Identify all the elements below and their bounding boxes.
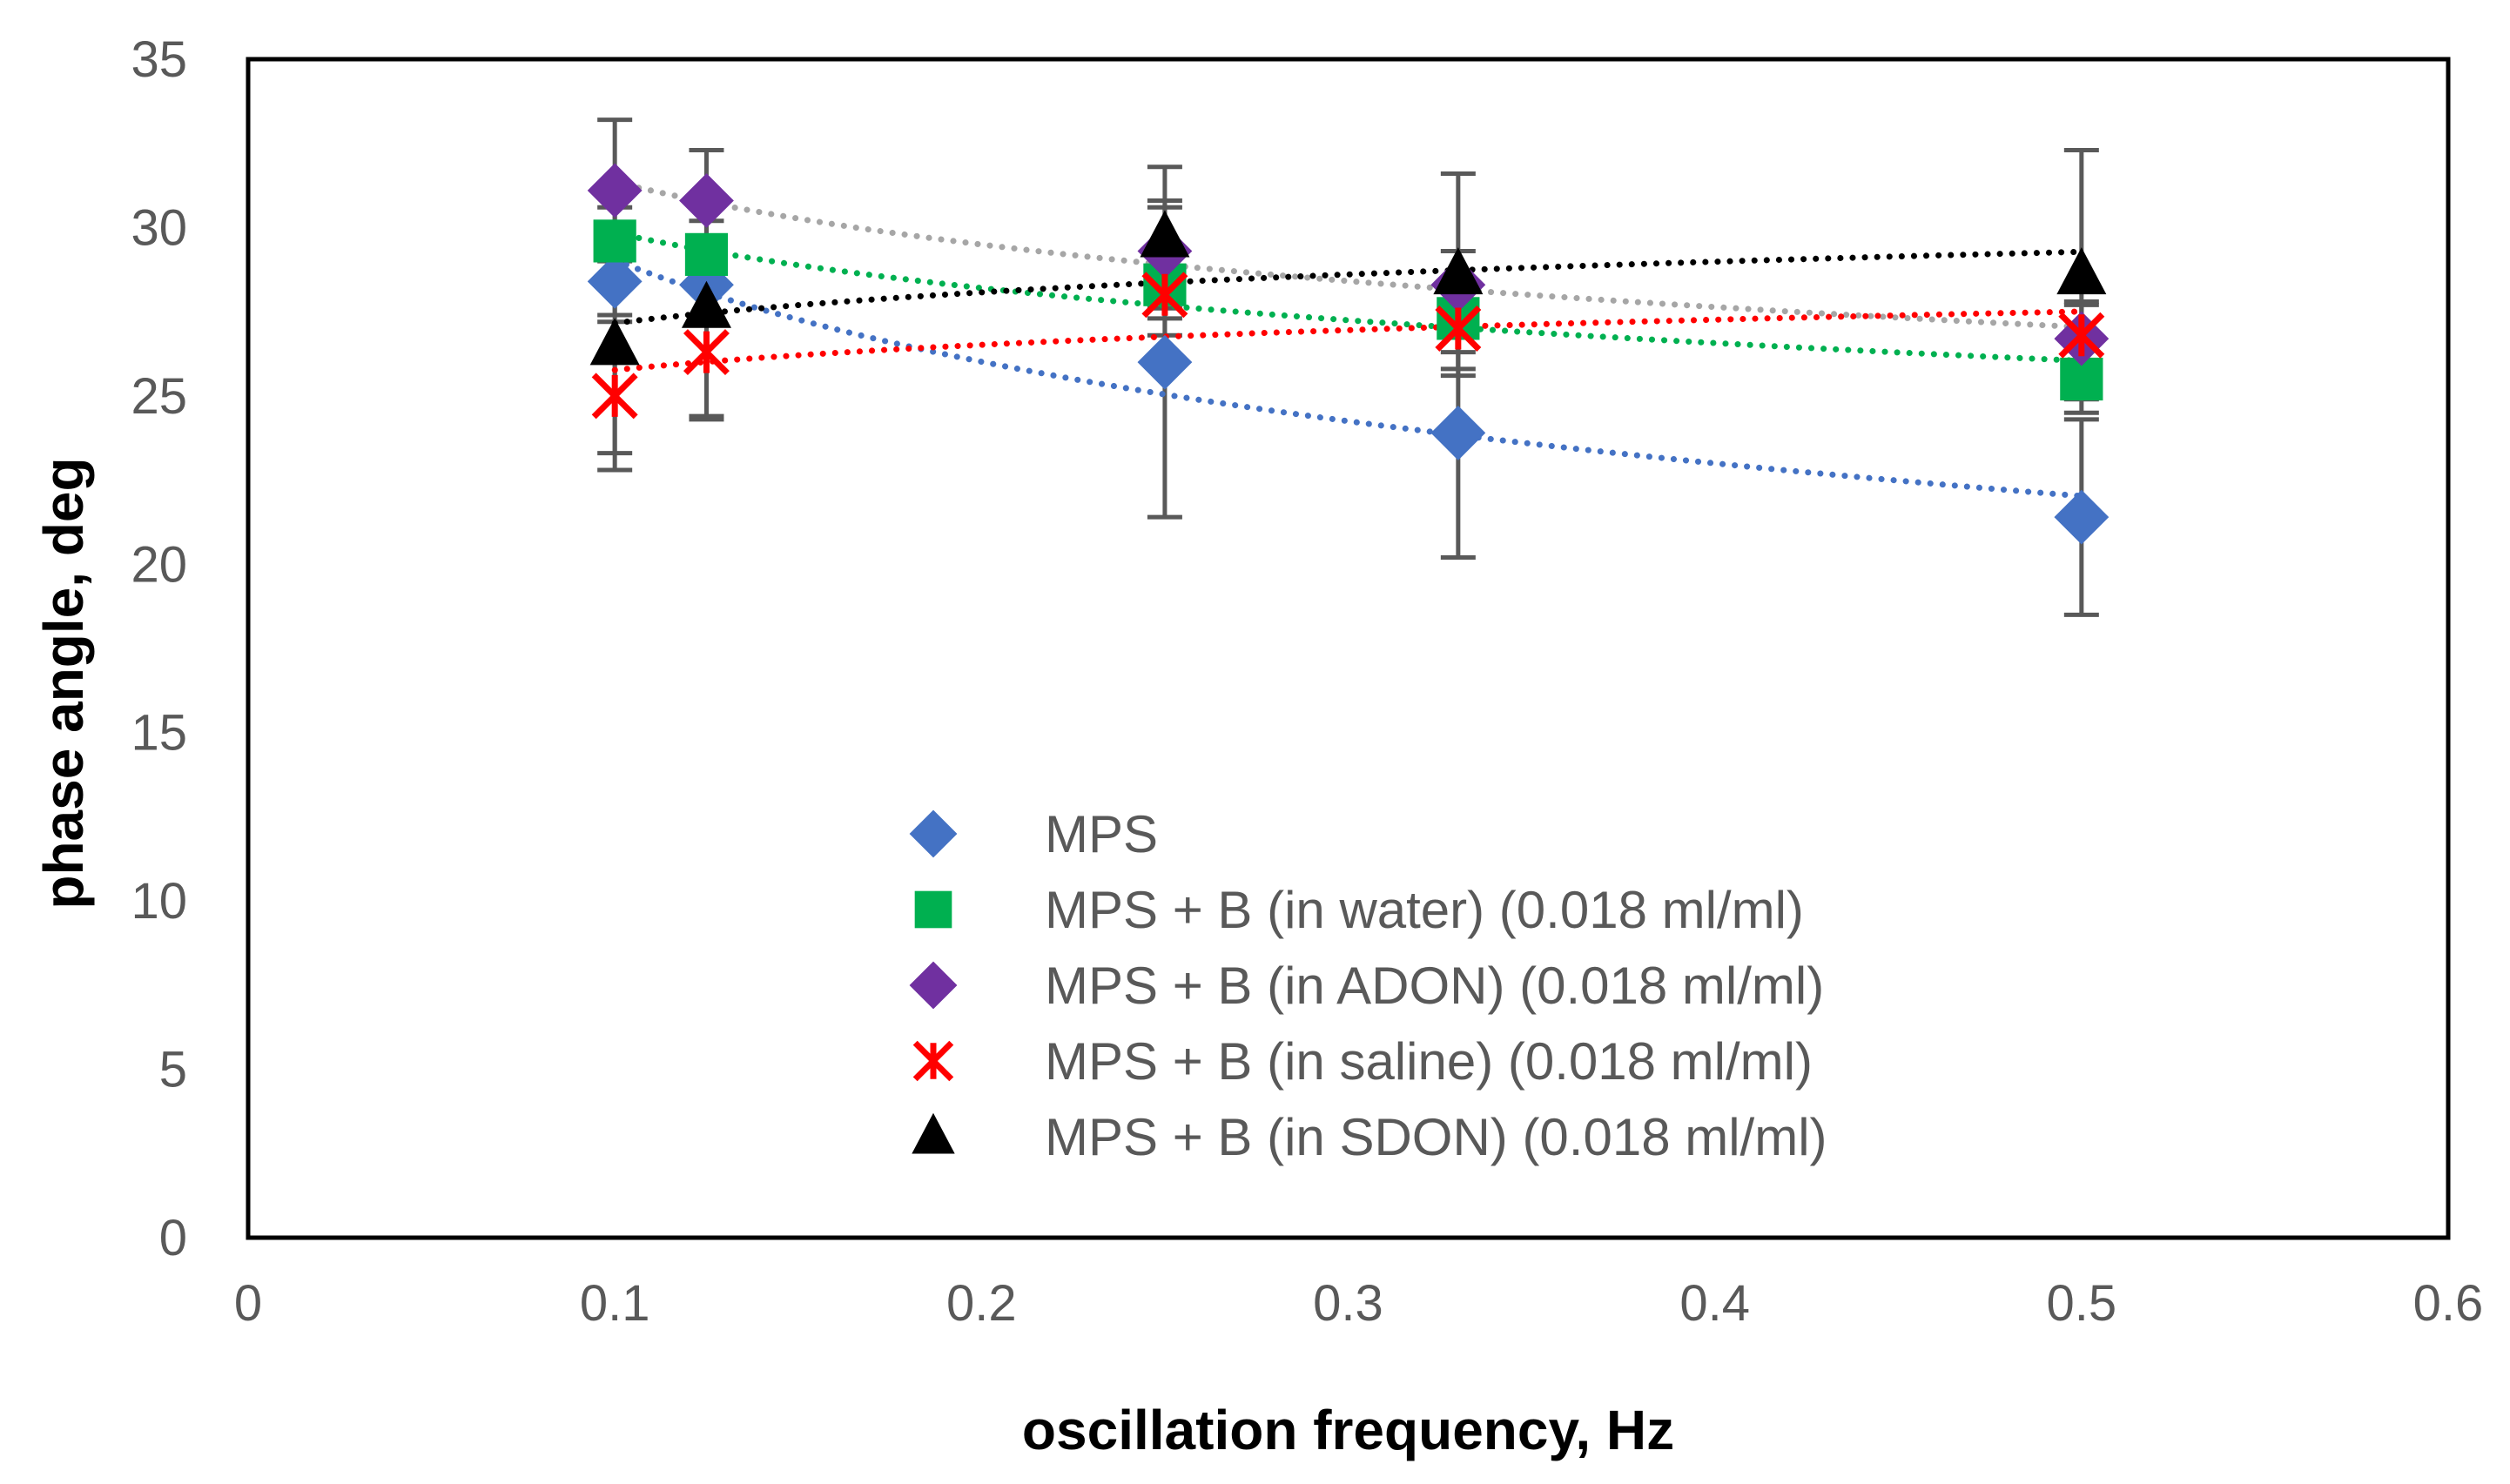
data-point (1433, 247, 1484, 295)
y-axis-tick-labels: 0 5 10 15 20 25 30 35 (131, 31, 187, 1266)
data-point (589, 318, 640, 366)
trendline (611, 308, 2085, 373)
data-point (591, 373, 638, 420)
data-point (681, 280, 731, 328)
x-tick-label: 0.1 (580, 1275, 650, 1332)
y-tick-label: 0 (159, 1210, 187, 1266)
y-axis-title: phase angle, deg (32, 457, 95, 909)
data-point (2054, 489, 2110, 545)
error-bars (597, 118, 2099, 617)
plot-area-frame (246, 57, 2451, 1240)
x-tick-label: 0.5 (2047, 1275, 2117, 1332)
legend-item: MPS (909, 805, 1158, 863)
data-point (2058, 312, 2105, 359)
data-point (587, 163, 643, 218)
y-tick-label: 25 (131, 368, 187, 425)
legend-marker (909, 961, 958, 1010)
legend-label: MPS (1045, 805, 1158, 863)
y-tick-label: 10 (131, 873, 187, 930)
legend-label: MPS + B (in ADON) (0.018 ml/ml) (1045, 957, 1824, 1015)
legend-marker (912, 1040, 954, 1082)
legend-label: MPS + B (in saline) (0.018 ml/ml) (1045, 1032, 1813, 1091)
data-point (593, 219, 636, 263)
x-tick-label: 0.6 (2413, 1275, 2484, 1332)
data-point (587, 253, 643, 309)
x-tick-label: 0.2 (946, 1275, 1017, 1332)
data-point (2056, 247, 2107, 295)
data-markers (587, 163, 2110, 545)
data-point (1141, 272, 1188, 319)
x-tick-label: 0 (234, 1275, 262, 1332)
trendline (611, 178, 2085, 331)
trendlines (611, 178, 2085, 500)
data-point (1435, 306, 1482, 352)
legend-item: MPS + B (in saline) (0.018 ml/ml) (912, 1032, 1813, 1091)
data-point (684, 232, 729, 276)
y-tick-label: 5 (159, 1042, 187, 1098)
y-tick-label: 20 (131, 536, 187, 593)
legend-label: MPS + B (in SDON) (0.018 ml/ml) (1045, 1108, 1827, 1166)
legend-item: MPS + B (in water) (0.018 ml/ml) (914, 881, 1804, 939)
data-point (1137, 334, 1193, 390)
data-point (1140, 210, 1190, 258)
data-point (683, 329, 730, 376)
trendline (611, 248, 2085, 326)
x-tick-label: 0.4 (1679, 1275, 1750, 1332)
legend-item: MPS + B (in SDON) (0.018 ml/ml) (912, 1108, 1827, 1166)
data-point (679, 173, 734, 228)
x-axis-title: oscillation frequency, Hz (1022, 1399, 1674, 1461)
x-axis-tick-labels: 0 0.1 0.2 0.3 0.4 0.5 0.6 (234, 1275, 2483, 1332)
y-tick-label: 15 (131, 705, 187, 762)
y-tick-label: 30 (131, 199, 187, 256)
y-tick-label: 35 (131, 31, 187, 88)
legend-marker (912, 1112, 955, 1154)
legend-marker (914, 890, 952, 929)
trendline (611, 257, 2085, 500)
x-tick-label: 0.3 (1313, 1275, 1383, 1332)
data-point (1430, 405, 1486, 460)
legend-item: MPS + B (in ADON) (0.018 ml/ml) (909, 957, 1824, 1015)
legend-label: MPS + B (in water) (0.018 ml/ml) (1045, 881, 1804, 939)
legend: MPS MPS + B (in water) (0.018 ml/ml) MPS +… (909, 805, 1827, 1166)
trendline (611, 230, 2085, 364)
legend-marker (909, 809, 958, 858)
